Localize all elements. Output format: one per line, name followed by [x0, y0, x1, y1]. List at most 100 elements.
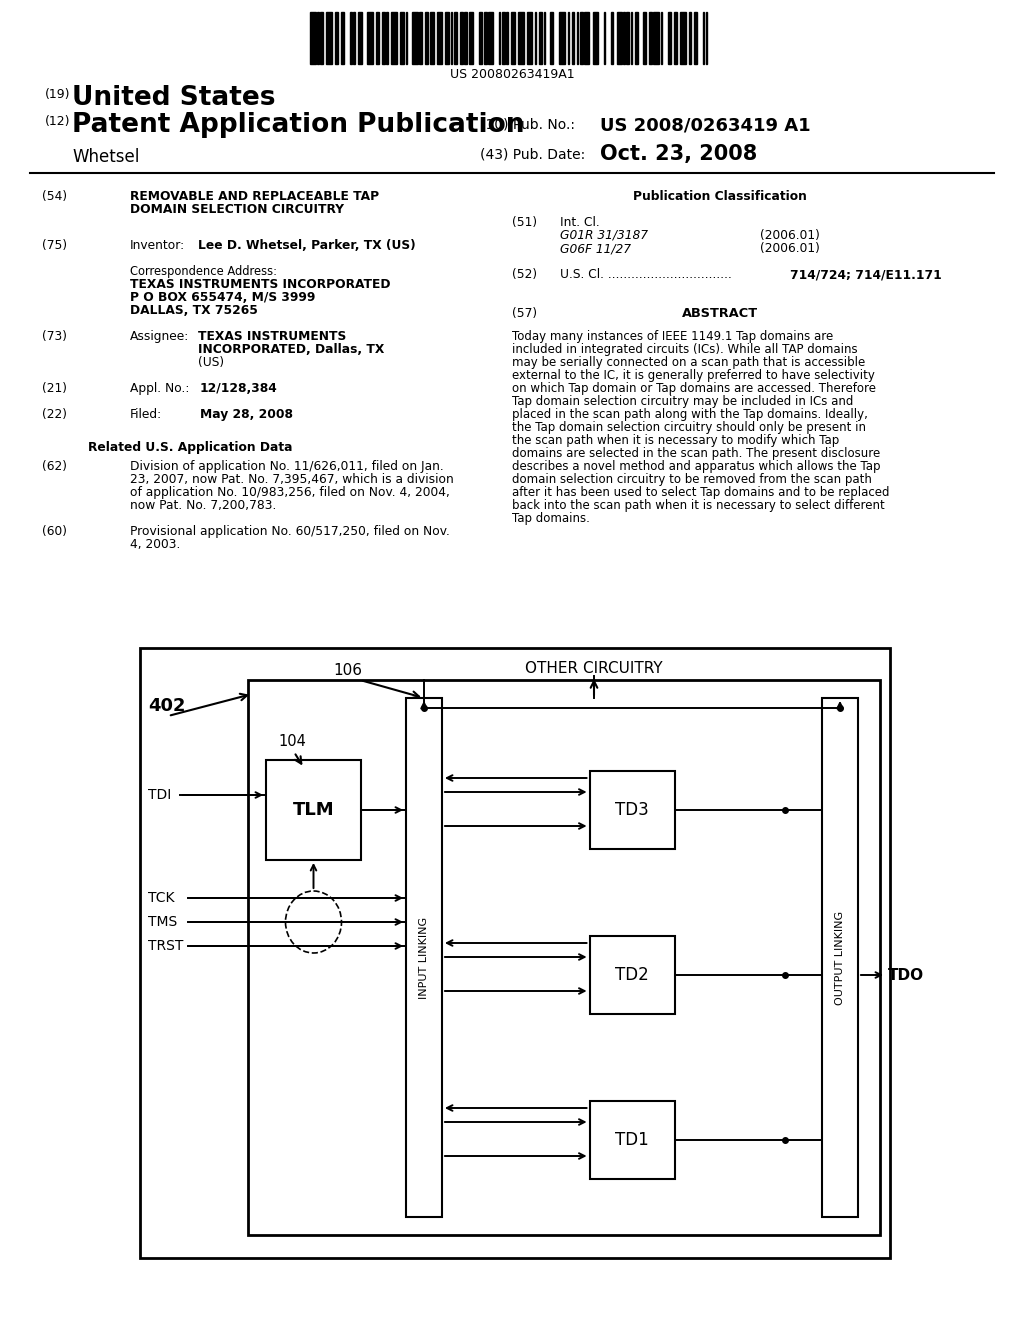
Text: (54): (54): [42, 190, 68, 203]
Bar: [321, 12, 324, 63]
Bar: [611, 12, 612, 63]
Bar: [358, 12, 362, 63]
Text: (57): (57): [512, 308, 538, 319]
Bar: [406, 698, 442, 1217]
Bar: [617, 12, 622, 63]
Text: (10) Pub. No.:: (10) Pub. No.:: [480, 117, 575, 132]
Bar: [626, 12, 629, 63]
Text: P O BOX 655474, M/S 3999: P O BOX 655474, M/S 3999: [130, 290, 315, 304]
Bar: [693, 12, 696, 63]
Text: (73): (73): [42, 330, 67, 343]
Text: Inventor:: Inventor:: [130, 239, 185, 252]
Bar: [469, 12, 473, 63]
Text: (US): (US): [198, 356, 224, 370]
Text: REMOVABLE AND REPLACEABLE TAP: REMOVABLE AND REPLACEABLE TAP: [130, 190, 379, 203]
Text: (19): (19): [45, 88, 71, 102]
Text: 402: 402: [148, 697, 185, 715]
Text: TLM: TLM: [293, 801, 334, 818]
Text: (21): (21): [42, 381, 67, 395]
Text: now Pat. No. 7,200,783.: now Pat. No. 7,200,783.: [130, 499, 276, 512]
Bar: [454, 12, 457, 63]
Text: US 20080263419A1: US 20080263419A1: [450, 69, 574, 81]
Text: (52): (52): [512, 268, 538, 281]
Bar: [680, 12, 686, 63]
Text: OTHER CIRCUITRY: OTHER CIRCUITRY: [525, 661, 663, 676]
Text: (62): (62): [42, 459, 67, 473]
Text: 714/724; 714/E11.171: 714/724; 714/E11.171: [790, 268, 942, 281]
Bar: [499, 12, 501, 63]
Bar: [518, 12, 524, 63]
Bar: [550, 12, 553, 63]
Text: the scan path when it is necessary to modify which Tap: the scan path when it is necessary to mo…: [512, 434, 840, 447]
Text: G01R 31/3187: G01R 31/3187: [560, 228, 648, 242]
Text: Publication Classification: Publication Classification: [633, 190, 807, 203]
Bar: [367, 12, 373, 63]
Text: Correspondence Address:: Correspondence Address:: [130, 265, 278, 279]
Bar: [400, 12, 404, 63]
Text: TDI: TDI: [148, 788, 171, 803]
Text: 106: 106: [334, 663, 362, 678]
Text: the Tap domain selection circuitry should only be present in: the Tap domain selection circuitry shoul…: [512, 421, 866, 434]
Text: Appl. No.:: Appl. No.:: [130, 381, 189, 395]
Bar: [266, 760, 361, 861]
Text: of application No. 10/983,256, filed on Nov. 4, 2004,: of application No. 10/983,256, filed on …: [130, 486, 450, 499]
Bar: [584, 12, 589, 63]
Text: ABSTRACT: ABSTRACT: [682, 308, 758, 319]
Text: Division of application No. 11/626,011, filed on Jan.: Division of application No. 11/626,011, …: [130, 459, 443, 473]
Bar: [506, 12, 508, 63]
Text: Patent Application Publication: Patent Application Publication: [72, 112, 524, 139]
Bar: [140, 648, 890, 1258]
Text: TD2: TD2: [615, 966, 649, 983]
Text: 23, 2007, now Pat. No. 7,395,467, which is a division: 23, 2007, now Pat. No. 7,395,467, which …: [130, 473, 454, 486]
Bar: [559, 12, 564, 63]
Bar: [386, 12, 388, 63]
Bar: [674, 12, 677, 63]
Text: Tap domain selection circuitry may be included in ICs and: Tap domain selection circuitry may be in…: [512, 396, 853, 408]
Text: United States: United States: [72, 84, 275, 111]
Text: (60): (60): [42, 525, 67, 539]
Bar: [590, 771, 675, 849]
Text: DOMAIN SELECTION CIRCUITRY: DOMAIN SELECTION CIRCUITRY: [130, 203, 344, 216]
Text: INCORPORATED, Dallas, TX: INCORPORATED, Dallas, TX: [198, 343, 384, 356]
Text: TCK: TCK: [148, 891, 174, 906]
Bar: [382, 12, 385, 63]
Text: OUTPUT LINKING: OUTPUT LINKING: [835, 911, 845, 1005]
Text: (22): (22): [42, 408, 67, 421]
Text: on which Tap domain or Tap domains are accessed. Therefore: on which Tap domain or Tap domains are a…: [512, 383, 876, 396]
Text: 4, 2003.: 4, 2003.: [130, 539, 180, 550]
Text: US 2008/0263419 A1: US 2008/0263419 A1: [600, 116, 811, 135]
Text: (2006.01): (2006.01): [760, 242, 820, 255]
Text: Today many instances of IEEE 1149.1 Tap domains are: Today many instances of IEEE 1149.1 Tap …: [512, 330, 834, 343]
Text: external to the IC, it is generally preferred to have selectivity: external to the IC, it is generally pref…: [512, 370, 874, 383]
Bar: [567, 12, 569, 63]
Text: after it has been used to select Tap domains and to be replaced: after it has been used to select Tap dom…: [512, 486, 890, 499]
Text: Oct. 23, 2008: Oct. 23, 2008: [600, 144, 758, 164]
Bar: [451, 12, 453, 63]
Bar: [643, 12, 645, 63]
Bar: [412, 12, 418, 63]
Bar: [635, 12, 638, 63]
Text: (51): (51): [512, 216, 538, 228]
Text: TD3: TD3: [615, 801, 649, 818]
Bar: [406, 12, 408, 63]
Text: placed in the scan path along with the Tap domains. Ideally,: placed in the scan path along with the T…: [512, 408, 868, 421]
Bar: [590, 936, 675, 1014]
Bar: [502, 12, 505, 63]
Text: DALLAS, TX 75265: DALLAS, TX 75265: [130, 304, 258, 317]
Bar: [350, 12, 352, 63]
Bar: [483, 12, 486, 63]
Text: Filed:: Filed:: [130, 408, 162, 421]
Bar: [540, 12, 543, 63]
Text: Provisional application No. 60/517,250, filed on Nov.: Provisional application No. 60/517,250, …: [130, 525, 450, 539]
Text: 12/128,384: 12/128,384: [200, 381, 278, 395]
Text: 104: 104: [278, 734, 306, 750]
Text: May 28, 2008: May 28, 2008: [200, 408, 293, 421]
Bar: [310, 12, 316, 63]
Bar: [460, 12, 463, 63]
Text: TEXAS INSTRUMENTS INCORPORATED: TEXAS INSTRUMENTS INCORPORATED: [130, 279, 390, 290]
Bar: [702, 12, 705, 63]
Bar: [706, 12, 707, 63]
Bar: [248, 680, 880, 1236]
Text: Whetsel: Whetsel: [72, 148, 139, 166]
Bar: [689, 12, 690, 63]
